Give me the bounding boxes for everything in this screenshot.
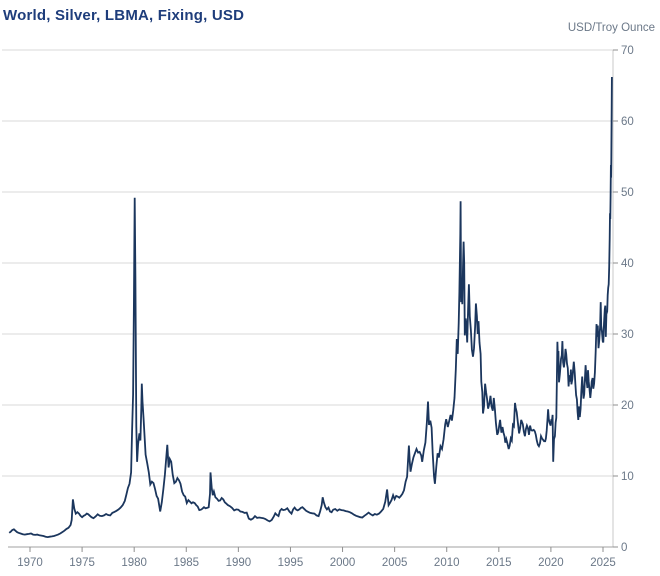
y-tick-label: 70 bbox=[621, 45, 634, 57]
x-tick-label: 1990 bbox=[226, 557, 252, 569]
y-axis-unit-label: USD/Troy Ounce bbox=[567, 22, 655, 34]
chart-title: World, Silver, LBMA, Fixing, USD bbox=[3, 7, 245, 24]
y-tick-label: 20 bbox=[621, 400, 634, 412]
x-tick-label: 2010 bbox=[434, 557, 460, 569]
y-tick-label: 40 bbox=[621, 258, 634, 270]
y-tick-label: 50 bbox=[621, 187, 634, 199]
y-tick-label: 0 bbox=[621, 542, 627, 554]
y-tick-label: 60 bbox=[621, 116, 634, 128]
x-tick-label: 1970 bbox=[17, 557, 43, 569]
x-tick-label: 2015 bbox=[486, 557, 512, 569]
x-tick-label: 1980 bbox=[121, 557, 147, 569]
x-tick-label: 2025 bbox=[590, 557, 616, 569]
y-tick-label: 30 bbox=[621, 329, 634, 341]
x-tick-label: 1975 bbox=[69, 557, 95, 569]
x-tick-label: 2020 bbox=[538, 557, 564, 569]
x-tick-label: 2000 bbox=[330, 557, 356, 569]
price-line bbox=[8, 76, 613, 539]
x-tick-label: 2005 bbox=[382, 557, 408, 569]
x-tick-label: 1985 bbox=[173, 557, 199, 569]
y-tick-label: 10 bbox=[621, 471, 634, 483]
x-tick-label: 1995 bbox=[278, 557, 304, 569]
